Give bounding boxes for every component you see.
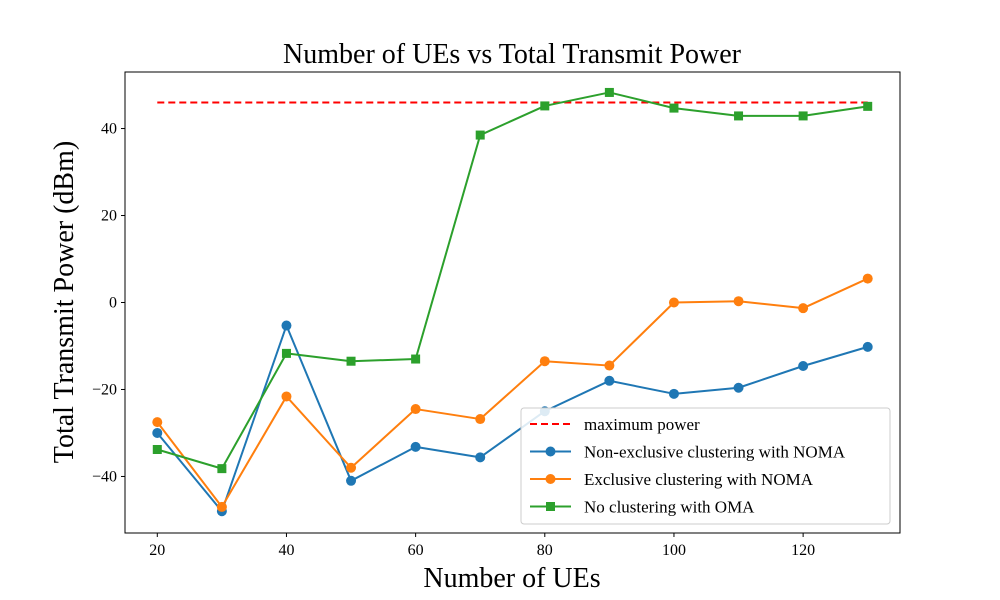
data-point xyxy=(604,360,615,371)
data-point xyxy=(798,111,808,121)
plot-frame xyxy=(124,71,901,534)
data-point xyxy=(734,111,744,121)
data-point xyxy=(862,341,873,352)
legend-swatch-marker xyxy=(545,474,556,484)
data-point xyxy=(346,356,356,366)
axis-ticks: 20 40 60 80 100 120 −40 −20 0 20 40 xyxy=(92,121,815,559)
data-point xyxy=(152,417,163,428)
data-point xyxy=(733,296,744,307)
series-line xyxy=(156,324,868,513)
data-point xyxy=(862,273,873,284)
series-line xyxy=(157,91,868,470)
data-point xyxy=(733,382,744,393)
data-point xyxy=(798,303,809,314)
data-point xyxy=(539,356,550,367)
x-tick-label: 20 xyxy=(149,542,165,559)
data-point xyxy=(410,404,421,415)
data-point xyxy=(152,444,162,454)
legend-swatch-marker xyxy=(545,446,556,457)
x-tick-label: 120 xyxy=(791,542,815,559)
series-0 xyxy=(152,320,873,517)
data-point xyxy=(152,427,163,438)
data-point xyxy=(668,297,679,308)
x-tick-label: 100 xyxy=(662,542,686,559)
data-point xyxy=(346,475,357,486)
x-tick-label: 80 xyxy=(537,542,553,559)
legend-item: maximum power xyxy=(530,415,700,434)
legend-item: Exclusive clustering with NOMA xyxy=(530,470,814,489)
legend-label: No clustering with OMA xyxy=(584,498,755,517)
data-point xyxy=(475,452,486,463)
data-point xyxy=(540,101,550,111)
legend-swatch-marker xyxy=(546,502,555,511)
data-point xyxy=(668,388,679,399)
data-point xyxy=(669,103,679,113)
data-point xyxy=(411,354,421,364)
x-tick-label: 40 xyxy=(278,542,294,559)
data-point xyxy=(475,130,485,140)
data-point xyxy=(217,464,227,474)
y-tick-label: 0 xyxy=(109,295,117,312)
series-2 xyxy=(152,87,873,474)
data-point xyxy=(863,101,873,111)
series-1 xyxy=(152,273,873,512)
legend-label: Non-exclusive clustering with NOMA xyxy=(584,443,846,462)
data-point xyxy=(216,501,227,512)
legend-item: Non-exclusive clustering with NOMA xyxy=(530,443,846,462)
legend: maximum power Non-exclusive clustering wi… xyxy=(520,407,891,525)
data-point xyxy=(281,348,291,358)
legend-box xyxy=(520,407,891,525)
y-tick-label: −40 xyxy=(92,468,117,485)
chart-title: Number of UEs vs Total Transmit Power xyxy=(283,39,742,70)
data-point xyxy=(604,87,614,97)
legend-item: No clustering with OMA xyxy=(530,498,755,517)
legend-label: maximum power xyxy=(584,415,700,434)
data-point xyxy=(281,391,292,402)
y-tick-label: −20 xyxy=(92,381,117,398)
y-tick-label: 40 xyxy=(101,121,117,138)
legend-label: Exclusive clustering with NOMA xyxy=(584,470,814,489)
x-axis-title: Number of UEs xyxy=(423,563,600,594)
data-point xyxy=(410,441,421,452)
data-point xyxy=(475,414,486,425)
data-point xyxy=(346,462,357,473)
data-point xyxy=(604,375,615,386)
series-line xyxy=(156,277,869,508)
y-axis-title: Total Transmit Power (dBm) xyxy=(49,141,80,463)
data-marks xyxy=(152,87,873,517)
y-tick-label: 20 xyxy=(101,208,117,225)
data-point xyxy=(281,320,292,331)
data-point xyxy=(798,360,809,371)
x-tick-label: 60 xyxy=(408,542,424,559)
